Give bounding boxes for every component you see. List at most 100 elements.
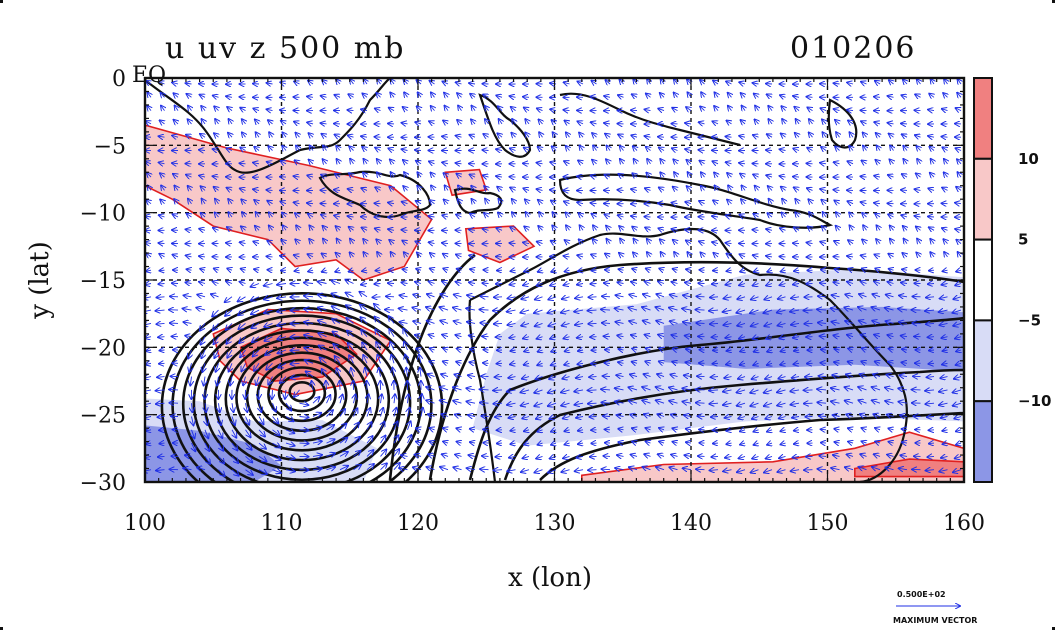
wind-vector-482: [874, 176, 881, 177]
wind-vector-1161: [158, 337, 165, 338]
wind-vector-424: [917, 159, 920, 164]
wind-vector-126: [188, 106, 192, 111]
wind-vector-386: [403, 160, 408, 164]
wind-vector-761: [523, 242, 530, 243]
wind-vector-604: [874, 203, 881, 204]
wind-vector-133: [280, 110, 287, 111]
wind-vector-568: [388, 203, 395, 204]
wind-vector-549: [956, 187, 961, 191]
wind-vector-183: [956, 108, 961, 111]
wind-vector-1271: [821, 350, 826, 351]
wind-vector-24: [456, 82, 462, 84]
contour-ring-2: [277, 373, 327, 413]
wind-vector-310: [199, 150, 206, 151]
wind-vector-806: [308, 254, 313, 257]
wind-vector-593: [727, 200, 731, 204]
wind-vector-76: [335, 95, 341, 97]
wind-vector-534: [755, 186, 759, 191]
wind-vector-576: [499, 199, 503, 204]
wind-vector-164: [700, 107, 704, 111]
wind-vector-170: [781, 106, 785, 110]
wind-vector-1194: [604, 336, 611, 337]
y-tick-label-1: 0: [112, 67, 126, 92]
maximum-vector-legend: 0.500E+02 MAXIMUM VECTOR: [893, 590, 977, 625]
wind-vector-707: [619, 226, 623, 230]
wind-vector-812: [391, 252, 394, 257]
wind-vector-620: [269, 212, 273, 217]
wind-vector-612: [159, 215, 165, 217]
wind-vector-363: [916, 146, 920, 150]
wind-vector-41: [687, 80, 691, 85]
wind-vector-79: [376, 93, 380, 97]
wind-vector-1698: [821, 443, 826, 444]
wind-vector-884: [538, 270, 543, 272]
wind-vector-720: [794, 227, 799, 230]
wind-vector-361: [890, 146, 893, 151]
wind-vector-869: [335, 270, 340, 272]
colorbar-band-2: [973, 157, 993, 241]
wind-vector-68: [226, 96, 233, 97]
wind-vector-66: [200, 95, 205, 98]
wind-vector-442: [335, 174, 340, 177]
wind-vector-519: [550, 190, 557, 191]
wind-vector-433: [213, 176, 219, 177]
wind-vector-515: [497, 187, 502, 191]
wind-vector-401: [606, 159, 610, 164]
wind-vector-271: [497, 133, 502, 137]
wind-vector-196: [307, 122, 314, 124]
wind-vector-589: [672, 203, 678, 204]
wind-vector-450: [444, 173, 449, 177]
wind-vector-769: [634, 239, 638, 244]
wind-vector-409: [713, 161, 719, 164]
wind-vector-870: [349, 270, 354, 272]
wind-vector-851: [916, 253, 920, 257]
wind-vector-254: [269, 132, 272, 137]
wind-vector-790: [917, 239, 920, 244]
wind-vector-335: [538, 147, 543, 151]
colorbar-label-1: 10: [1018, 150, 1039, 168]
wind-vector-553: [188, 199, 192, 204]
wind-vector-754: [429, 242, 435, 243]
wind-vector-343: [646, 147, 651, 151]
wind-vector-786: [862, 240, 866, 244]
wind-vector-766: [593, 239, 597, 244]
wind-vector-119: [915, 94, 920, 97]
wind-vector-340: [607, 146, 611, 151]
wind-vector-353: [780, 149, 786, 150]
coastline-philippines: [478, 93, 532, 158]
wind-vector-476: [793, 177, 800, 178]
wind-vector-461: [591, 176, 597, 178]
wind-vector-380: [323, 159, 327, 164]
wind-vector-471: [727, 173, 731, 177]
wind-vector-210: [499, 119, 502, 124]
wind-vector-552: [174, 199, 178, 204]
wind-vector-730: [929, 227, 934, 230]
wind-vector-684: [309, 226, 313, 231]
wind-vector-189: [215, 119, 218, 124]
wind-vector-212: [525, 119, 529, 124]
wind-vector-103: [701, 92, 704, 97]
wind-vector-276: [566, 132, 570, 137]
wind-vector-832: [661, 252, 664, 257]
wind-vector-143: [417, 106, 421, 110]
wind-vector-294: [809, 133, 813, 138]
wind-vector-364: [929, 147, 934, 151]
wind-vector-323: [375, 148, 380, 151]
wind-vector-481: [861, 176, 867, 177]
wind-vector-1445: [696, 389, 705, 390]
wind-vector-352: [766, 150, 773, 151]
wind-vector-429: [160, 173, 165, 177]
wind-vector-151: [524, 108, 529, 111]
wind-vector-882: [511, 270, 516, 271]
wind-vector-427: [957, 159, 961, 164]
wind-vector-660: [809, 212, 812, 217]
wind-vector-1340: [929, 363, 935, 364]
wind-vector-752: [402, 241, 407, 244]
wind-vector-57: [903, 80, 907, 84]
wind-vector-659: [795, 212, 799, 217]
wind-vector-208: [471, 119, 475, 124]
wind-vector-214: [552, 120, 557, 124]
wind-vector-379: [309, 160, 313, 164]
wind-vector-85: [457, 93, 461, 97]
wind-vector-402: [620, 159, 624, 164]
